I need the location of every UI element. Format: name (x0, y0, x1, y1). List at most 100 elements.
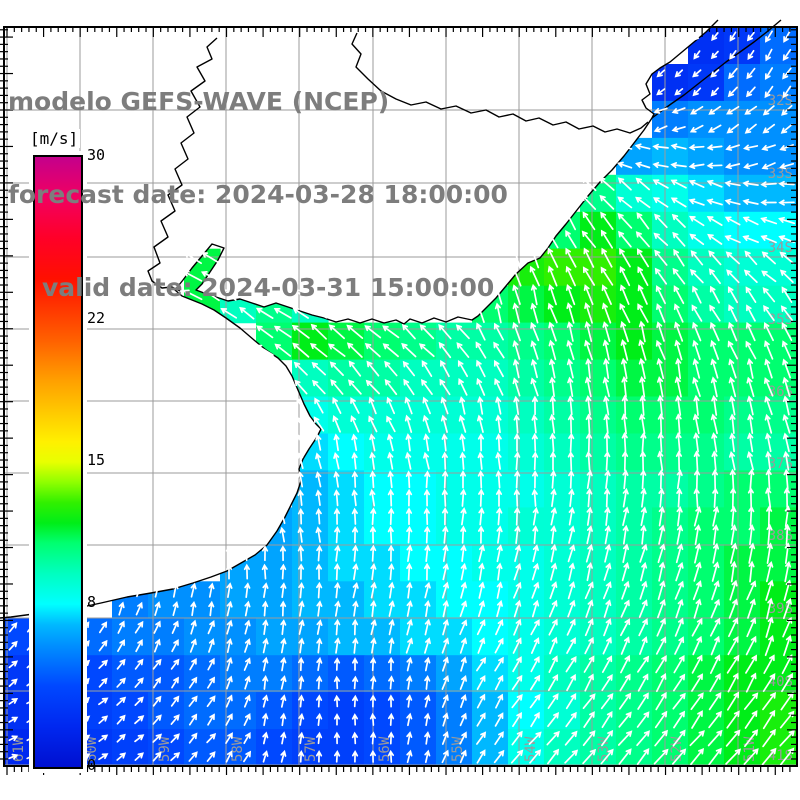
wind-cell (400, 581, 437, 619)
wind-arrow (369, 694, 377, 708)
wind-arrow (333, 507, 341, 525)
wind-arrow (98, 715, 109, 724)
wind-arrow (532, 544, 539, 563)
wind-arrow (656, 303, 666, 323)
wind-cell (400, 544, 437, 582)
wind-arrow (262, 694, 269, 708)
wind-arrow (459, 600, 468, 617)
wind-cell (364, 692, 401, 730)
wind-arrow (332, 415, 341, 433)
wind-arrow (352, 637, 359, 654)
wind-arrow (673, 654, 685, 674)
wind-arrow (565, 693, 577, 710)
wind-arrow (709, 321, 720, 342)
wind-arrow (764, 67, 774, 80)
wind-arrow (729, 579, 738, 601)
wind-arrow (459, 433, 466, 452)
wind-arrow (495, 470, 502, 489)
wind-arrow (730, 524, 737, 546)
wind-arrow (225, 732, 233, 744)
wind-arrow (512, 302, 521, 324)
wind-cell (364, 618, 401, 656)
wind-arrow (730, 505, 737, 527)
wind-arrow (657, 469, 665, 490)
wind-arrow (255, 344, 274, 356)
wind-arrow (781, 322, 793, 341)
wind-arrow (706, 162, 723, 169)
wind-cell (724, 433, 761, 472)
wind-arrow (564, 730, 578, 746)
wind-arrow (370, 619, 377, 636)
wind-arrow (208, 638, 215, 653)
wind-arrow (601, 710, 613, 729)
wind-cell (544, 396, 581, 435)
wind-arrow (478, 488, 485, 507)
wind-arrow (583, 284, 594, 306)
wind-arrow (693, 432, 700, 453)
wind-arrow (496, 525, 503, 544)
wind-arrow (207, 676, 216, 689)
wind-arrow (710, 598, 721, 619)
wind-arrow (297, 489, 304, 506)
wind-arrow (460, 581, 467, 599)
wind-cell (220, 618, 257, 656)
wind-arrow (170, 658, 180, 670)
wind-arrow (493, 749, 505, 764)
wind-arrow (98, 659, 109, 669)
wind-arrow (424, 525, 431, 544)
wind-arrow (728, 67, 738, 80)
wind-arrow (779, 144, 794, 151)
wind-arrow (743, 269, 758, 283)
wind-arrow (441, 488, 448, 507)
wind-arrow (116, 658, 126, 670)
wind-arrow (351, 470, 358, 488)
wind-arrow (547, 229, 559, 249)
wind-arrow (566, 302, 575, 324)
wind-arrow (726, 710, 740, 729)
colorbar-tick-label: 22 (87, 308, 106, 327)
wind-arrow (206, 751, 216, 762)
wind-arrow (566, 618, 576, 636)
wind-arrow (726, 105, 740, 115)
wind-arrow (692, 87, 702, 97)
wind-arrow (691, 710, 703, 729)
wind-cell (436, 470, 473, 508)
wind-arrow (707, 729, 723, 747)
wind-arrow (640, 487, 647, 508)
wind-arrow (442, 618, 449, 636)
wind-arrow (725, 144, 740, 151)
wind-arrow (280, 675, 287, 690)
wind-cell (724, 470, 761, 508)
wind-arrow (779, 269, 794, 283)
wind-arrow (333, 657, 341, 671)
longitude-label: 59W (157, 736, 173, 762)
wind-arrow (495, 414, 502, 434)
wind-arrow (352, 675, 359, 690)
wind-arrow (763, 305, 775, 322)
wind-arrow (675, 357, 682, 380)
wind-arrow (351, 525, 359, 544)
wind-arrow (460, 562, 467, 581)
wind-arrow (618, 692, 632, 710)
wind-arrow (424, 470, 431, 489)
wind-arrow (8, 716, 19, 723)
wind-arrow (712, 542, 720, 564)
wind-arrow (225, 750, 233, 763)
wind-arrow (585, 450, 592, 471)
wind-arrow (674, 321, 684, 342)
wind-cell (400, 470, 437, 508)
wind-arrow (153, 638, 161, 653)
wind-arrow (710, 69, 720, 78)
wind-arrow (725, 163, 741, 170)
wind-arrow (783, 634, 792, 657)
wind-arrow (298, 600, 305, 617)
wind-arrow (634, 143, 651, 150)
wind-arrow (370, 544, 377, 562)
wind-cell (436, 507, 473, 545)
wind-arrow (262, 619, 269, 636)
wind-arrow (690, 692, 704, 711)
wind-arrow (255, 289, 274, 301)
forecast-date: forecast date: 2024-03-28 18:00:00 (8, 180, 508, 209)
wind-arrow (693, 394, 700, 416)
wind-arrow (653, 232, 669, 246)
